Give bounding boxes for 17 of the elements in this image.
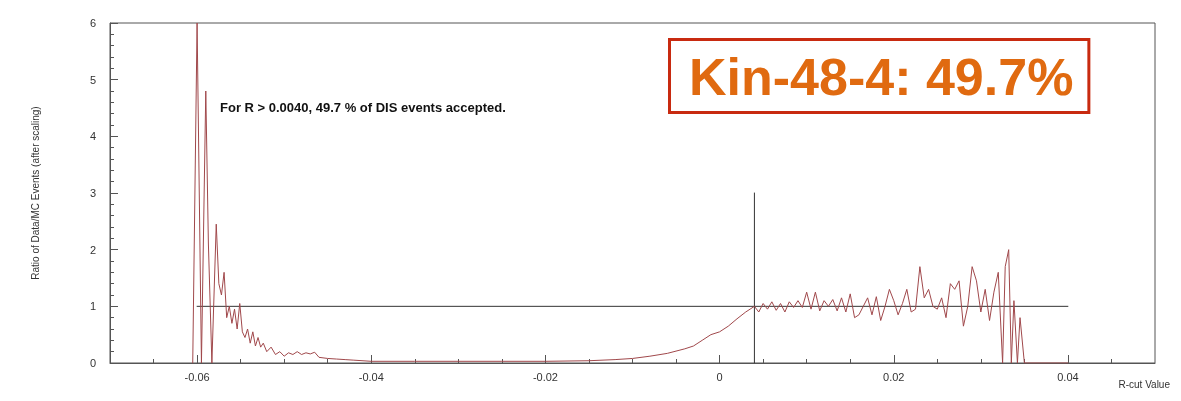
- x-axis-title: R-cut Value: [1118, 378, 1171, 390]
- y-tick-label: 1: [89, 300, 96, 313]
- x-tick-label: -0.06: [184, 370, 210, 383]
- x-tick-label: -0.04: [358, 370, 384, 383]
- y-tick-label: 2: [89, 243, 96, 256]
- y-tick-label: 0: [89, 357, 96, 369]
- x-tick-label: 0.02: [883, 370, 905, 383]
- y-tick-label: 6: [89, 17, 96, 29]
- y-tick-label: 4: [89, 130, 96, 143]
- annotation: For R > 0.0040, 49.7 % of DIS events accepted.: [220, 100, 506, 115]
- y-axis-title: Ratio of Data/MC Events (after scaling): [29, 106, 41, 280]
- y-tick-label: 3: [89, 187, 96, 199]
- x-tick-label: -0.02: [532, 370, 558, 383]
- x-tick-label: 0: [716, 370, 723, 383]
- annotation: Kin-48-4: 49.7%: [689, 48, 1074, 106]
- y-tick-label: 5: [89, 73, 96, 86]
- x-tick-label: 0.04: [1057, 370, 1079, 383]
